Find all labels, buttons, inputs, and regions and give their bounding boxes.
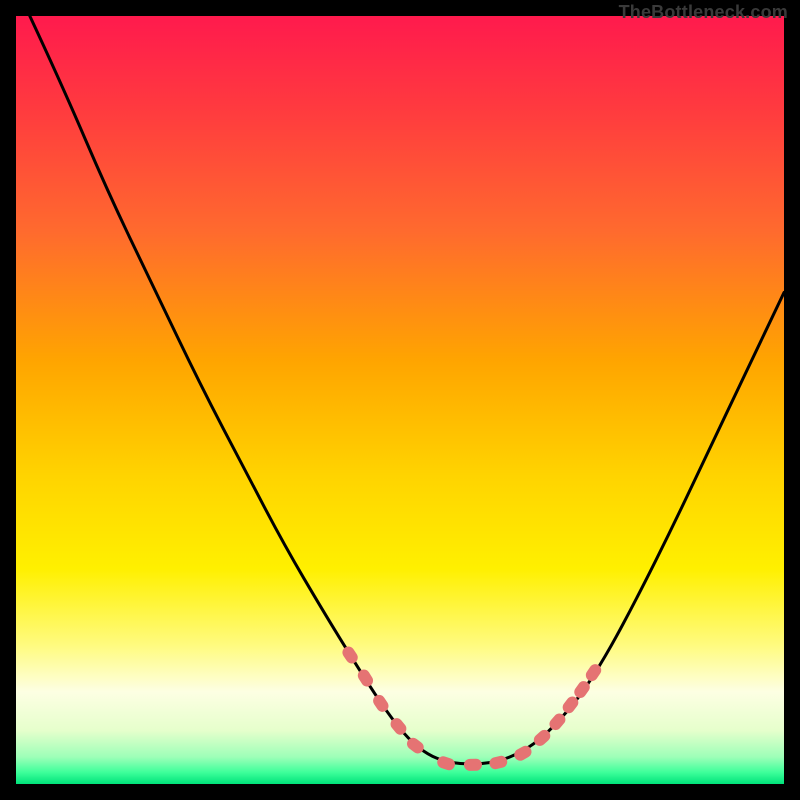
plot-area [16,16,784,784]
watermark-text: TheBottleneck.com [619,2,788,23]
gradient-chart [16,16,784,784]
curve-marker [464,759,482,771]
chart-background [16,16,784,784]
chart-frame: TheBottleneck.com [0,0,800,800]
